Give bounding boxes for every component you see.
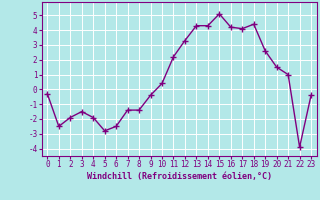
X-axis label: Windchill (Refroidissement éolien,°C): Windchill (Refroidissement éolien,°C) (87, 172, 272, 181)
